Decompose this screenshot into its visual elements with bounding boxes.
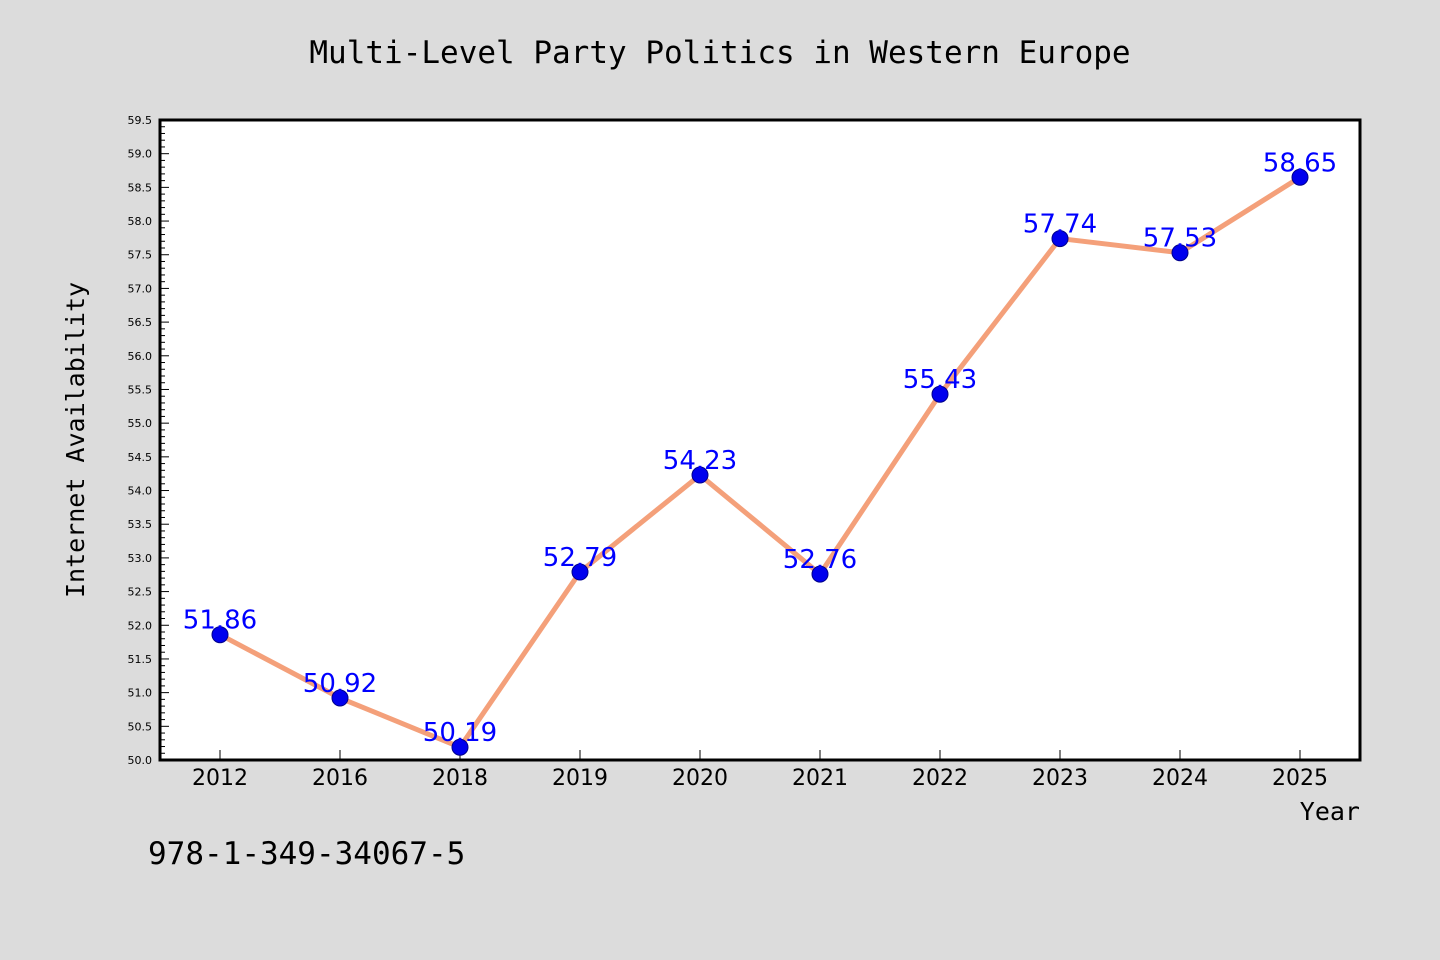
data-point-label: 51.86 — [183, 606, 257, 636]
data-point-marker — [1051, 230, 1069, 248]
data-point-marker — [811, 565, 829, 583]
x-tick-label: 2016 — [312, 766, 368, 791]
data-point-label: 57.74 — [1023, 210, 1097, 240]
x-tick-label: 2022 — [912, 766, 968, 791]
x-tick-label: 2025 — [1272, 766, 1328, 791]
plot-frame — [158, 118, 1362, 762]
data-point-label: 58.65 — [1263, 148, 1337, 178]
data-point-label: 52.76 — [783, 545, 857, 575]
data-point-marker — [931, 385, 949, 403]
data-point-label: 50.92 — [303, 669, 377, 699]
data-point-label: 55.43 — [903, 365, 977, 395]
y-tick-label: 51.0 — [128, 687, 153, 700]
y-tick-label: 59.0 — [128, 148, 153, 161]
series-line — [217, 174, 1303, 750]
plot-area — [160, 120, 1360, 760]
x-tick-label: 2019 — [552, 766, 608, 791]
y-tick-label: 58.0 — [128, 215, 153, 228]
y-tick-label: 56.5 — [128, 316, 153, 329]
x-axis-ticks: 2012 2016 2018 2019 2020 2021 2022 2023 2024 2025 — [192, 750, 1328, 791]
y-tick-label: 53.5 — [128, 518, 153, 531]
data-point-marker — [1171, 244, 1189, 262]
y-tick-label: 57.0 — [128, 282, 153, 295]
y-tick-label: 53.0 — [128, 552, 153, 565]
x-tick-label: 2023 — [1032, 766, 1088, 791]
data-point-marker — [211, 626, 229, 644]
y-tick-label: 50.5 — [128, 720, 153, 733]
y-tick-label: 52.0 — [128, 619, 153, 632]
x-tick-label: 2018 — [432, 766, 488, 791]
y-tick-label: 52.5 — [128, 586, 153, 599]
y-tick-label: 55.5 — [128, 383, 153, 396]
y-tick-label: 57.5 — [128, 249, 153, 262]
x-tick-label: 2012 — [192, 766, 248, 791]
data-point-marker — [691, 466, 709, 484]
data-point-label: 54.23 — [663, 446, 737, 476]
data-point-marker — [331, 689, 349, 707]
y-tick-label: 54.0 — [128, 485, 153, 498]
x-axis-label: Year — [1300, 797, 1360, 826]
series-layer: 51.86 50.92 50.19 52.79 54.23 52.76 55.43 57.74… — [183, 148, 1337, 756]
data-point-label: 52.79 — [543, 543, 617, 573]
x-tick-label: 2021 — [792, 766, 848, 791]
data-point-label: 57.53 — [1143, 224, 1217, 254]
y-tick-label: 58.5 — [128, 181, 153, 194]
y-tick-label: 51.5 — [128, 653, 153, 666]
y-tick-label: 56.0 — [128, 350, 153, 363]
y-tick-label: 50.0 — [128, 754, 153, 767]
y-tick-label: 55.0 — [128, 417, 153, 430]
data-point-marker — [451, 738, 469, 756]
data-point-marker — [571, 563, 589, 581]
data-point-label: 50.19 — [423, 718, 497, 748]
y-tick-label: 59.5 — [128, 114, 153, 127]
x-tick-label: 2020 — [672, 766, 728, 791]
chart-title: Multi-Level Party Politics in Western Eu… — [309, 35, 1130, 71]
x-tick-label: 2024 — [1152, 766, 1208, 791]
y-axis-ticks: 50.0 50.5 51.0 51.5 52.0 52.5 53.0 53.5 54.0 54.5… — [128, 114, 169, 767]
isbn-text: 978-1-349-34067-5 — [148, 836, 465, 872]
y-axis-label: Internet Availability — [61, 282, 90, 598]
y-tick-label: 54.5 — [128, 451, 153, 464]
data-point-marker — [1291, 168, 1309, 186]
